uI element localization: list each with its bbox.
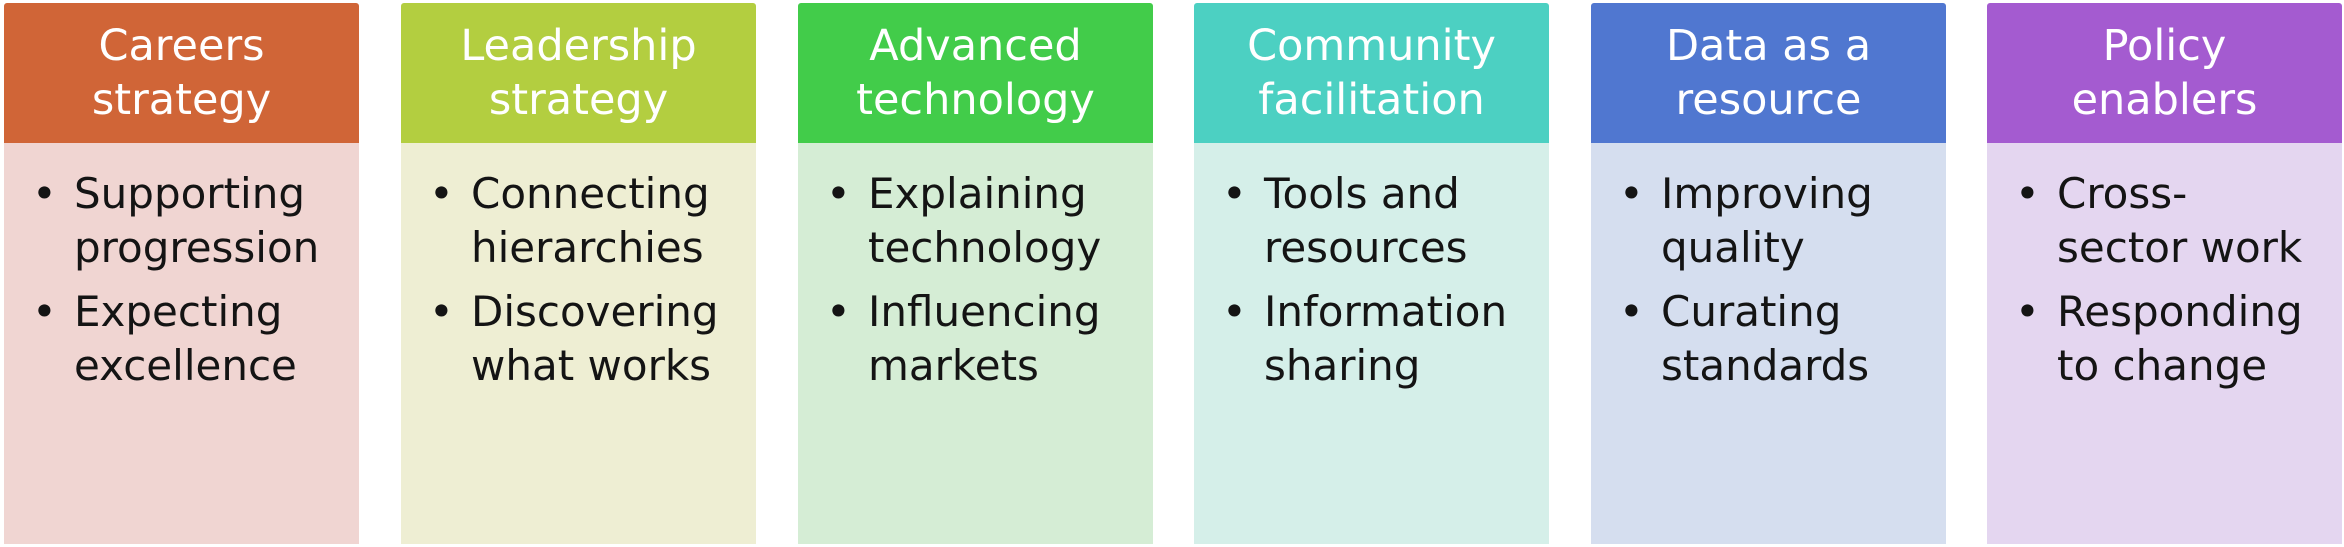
bullet-text-line: Explaining (868, 169, 1087, 218)
bullet-item: Expecting excellence (30, 285, 351, 393)
column-header: Advanced technology (798, 3, 1153, 143)
column-leadership-strategy: Leadership strategy Connecting hierarchi… (401, 3, 756, 544)
column-title-line: technology (856, 75, 1095, 125)
column-title-line: Leadership (460, 21, 697, 71)
column-title-line: strategy (91, 75, 272, 125)
column-header: Data as a resource (1591, 3, 1946, 143)
bullet-text-line: hierarchies (471, 223, 704, 272)
bullet-item: Explaining technology (824, 167, 1145, 275)
column-header: Careers strategy (4, 3, 359, 143)
column-title-line: facilitation (1258, 75, 1485, 125)
column-community-facilitation: Community facilitation Tools and resourc… (1194, 3, 1549, 544)
bullet-text-line: technology (868, 223, 1102, 272)
bullet-text-line: Discovering (471, 287, 719, 336)
column-body: Explaining technology Influencing market… (798, 143, 1153, 544)
bullet-text-line: Improving (1661, 169, 1873, 218)
bullet-text-line: Information (1264, 287, 1508, 336)
column-title-line: Careers (98, 21, 265, 71)
column-title-line: Community (1247, 21, 1496, 71)
bullet-text-line: resources (1264, 223, 1468, 272)
bullet-item: Improving quality (1617, 167, 1938, 275)
bullet-list: Connecting hierarchies Discovering what … (427, 167, 748, 393)
column-advanced-technology: Advanced technology Explaining technolog… (798, 3, 1153, 544)
column-careers-strategy: Careers strategy Supporting progression … (4, 3, 359, 544)
column-header: Community facilitation (1194, 3, 1549, 143)
column-body: Cross- sector work Responding to change (1987, 143, 2342, 544)
bullet-text-line: Connecting (471, 169, 710, 218)
column-body: Supporting progression Expecting excelle… (4, 143, 359, 544)
bullet-text-line: Influencing (868, 287, 1101, 336)
column-body: Improving quality Curating standards (1591, 143, 1946, 544)
column-policy-enablers: Policy enablers Cross- sector work Respo… (1987, 3, 2342, 544)
bullet-item: Cross- sector work (2013, 167, 2334, 275)
bullet-text-line: standards (1661, 341, 1870, 390)
column-body: Tools and resources Information sharing (1194, 143, 1549, 544)
column-title-line: strategy (488, 75, 669, 125)
bullet-text-line: to change (2057, 341, 2268, 390)
bullet-text-line: sector work (2057, 223, 2303, 272)
column-title-line: resource (1675, 75, 1862, 125)
bullet-item: Influencing markets (824, 285, 1145, 393)
bullet-text-line: Responding (2057, 287, 2303, 336)
bullet-text-line: quality (1661, 223, 1805, 272)
bullet-text-line: Expecting (74, 287, 283, 336)
bullet-item: Supporting progression (30, 167, 351, 275)
bullet-list: Cross- sector work Responding to change (2013, 167, 2334, 393)
bullet-list: Explaining technology Influencing market… (824, 167, 1145, 393)
bullet-item: Tools and resources (1220, 167, 1541, 275)
bullet-item: Connecting hierarchies (427, 167, 748, 275)
bullet-text-line: what works (471, 341, 712, 390)
bullet-text-line: progression (74, 223, 320, 272)
column-data-as-a-resource: Data as a resource Improving quality Cur… (1591, 3, 1946, 544)
bullet-item: Information sharing (1220, 285, 1541, 393)
bullet-item: Curating standards (1617, 285, 1938, 393)
bullet-text-line: excellence (74, 341, 297, 390)
bullet-text-line: Supporting (74, 169, 305, 218)
bullet-item: Discovering what works (427, 285, 748, 393)
bullet-text-line: Tools and (1264, 169, 1460, 218)
bullet-text-line: Cross- (2057, 169, 2188, 218)
column-header: Policy enablers (1987, 3, 2342, 143)
column-title-line: Advanced (869, 21, 1082, 71)
column-title-line: enablers (2071, 75, 2258, 125)
bullet-list: Supporting progression Expecting excelle… (30, 167, 351, 393)
bullet-text-line: sharing (1264, 341, 1421, 390)
column-title-line: Data as a (1665, 21, 1872, 71)
bullet-text-line: Curating (1661, 287, 1842, 336)
bullet-item: Responding to change (2013, 285, 2334, 393)
bullet-text-line: markets (868, 341, 1039, 390)
bullet-list: Tools and resources Information sharing (1220, 167, 1541, 393)
column-title-line: Policy (2102, 21, 2227, 71)
bullet-list: Improving quality Curating standards (1617, 167, 1938, 393)
column-body: Connecting hierarchies Discovering what … (401, 143, 756, 544)
column-header: Leadership strategy (401, 3, 756, 143)
